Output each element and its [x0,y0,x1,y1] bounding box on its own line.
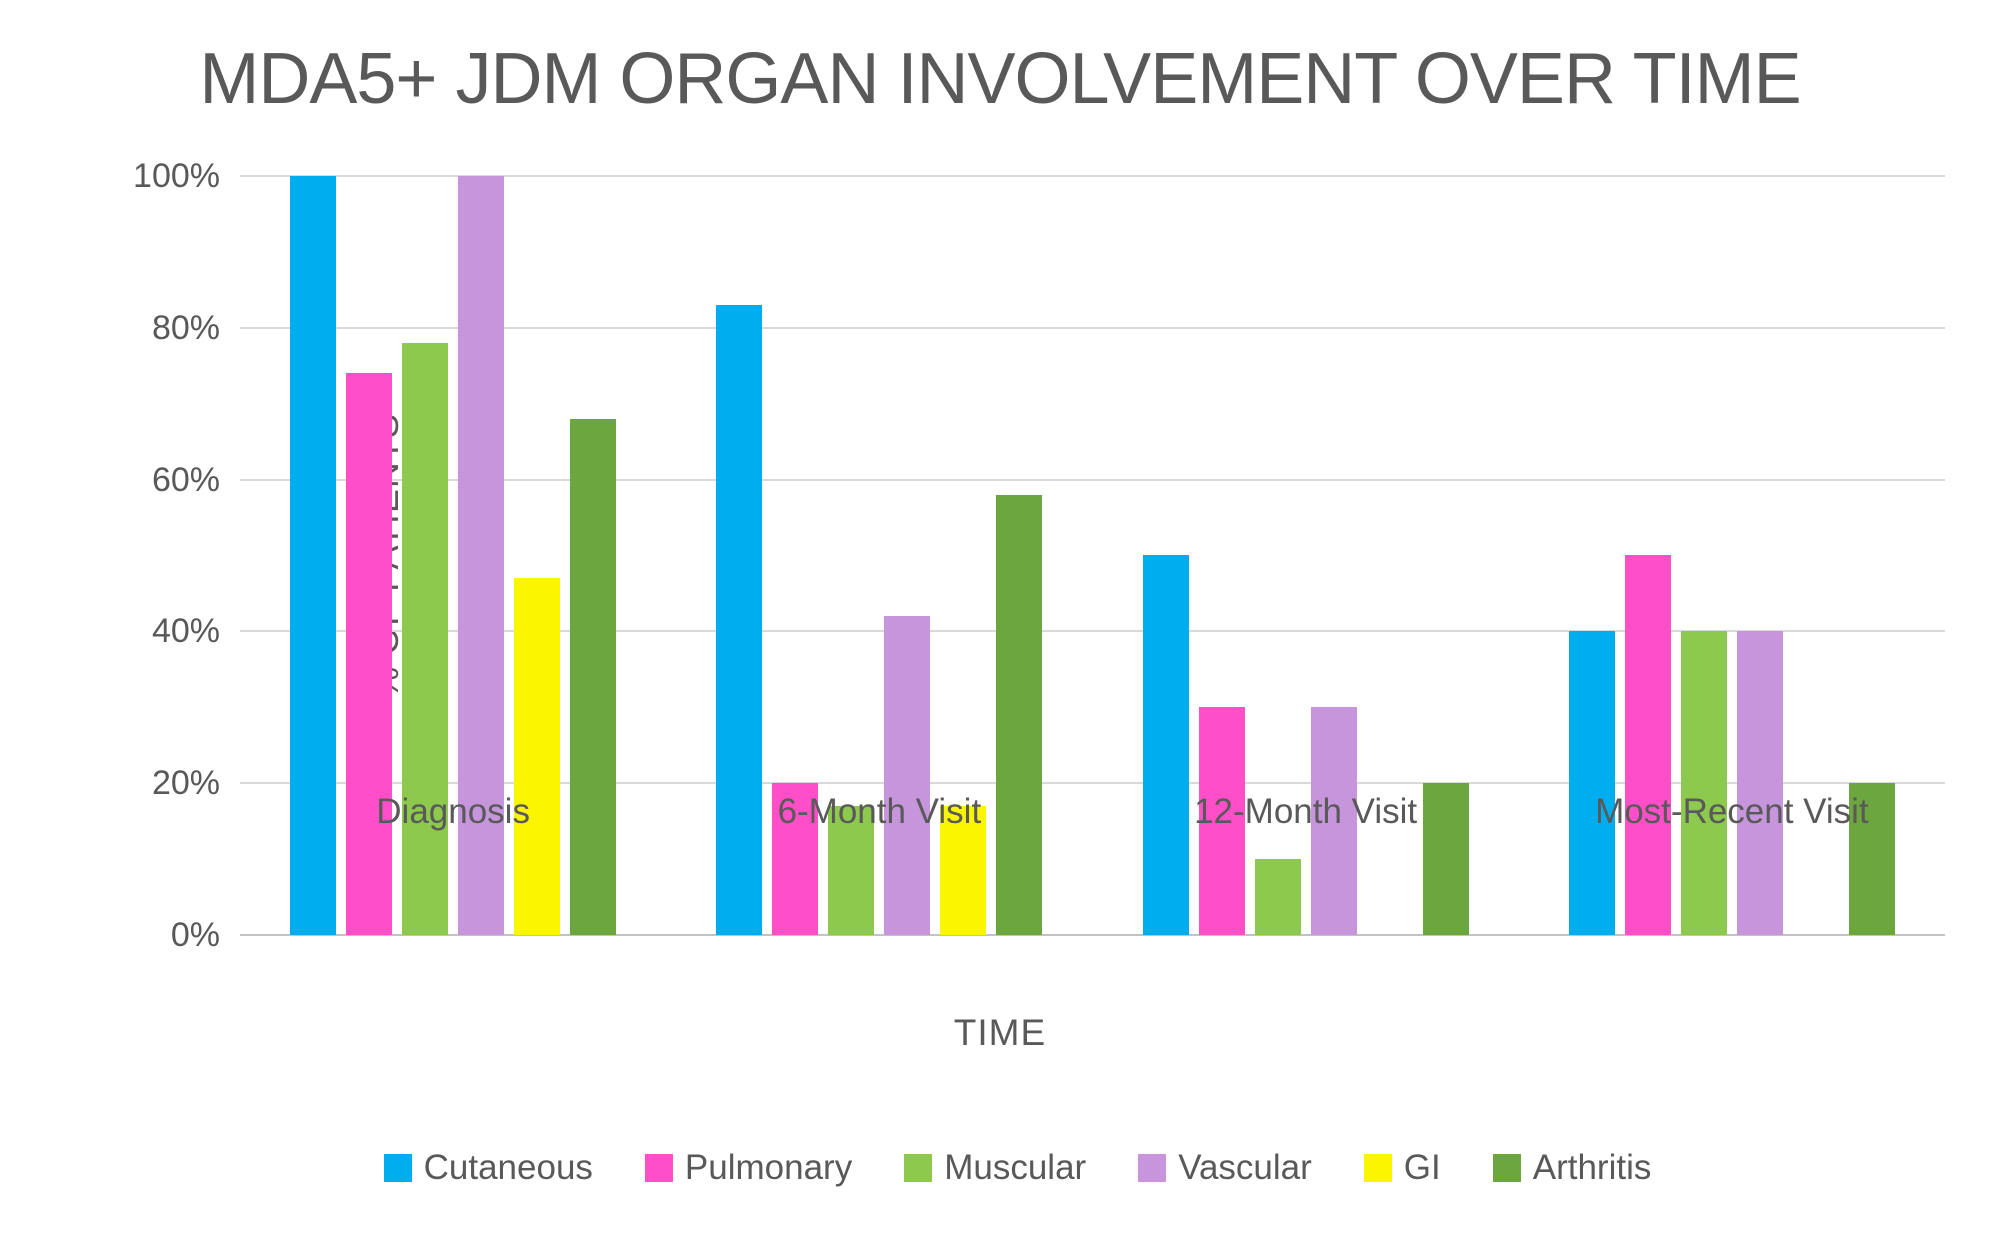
gridline-100 [240,175,1945,177]
x-axis-tick-label: Diagnosis [376,792,530,831]
bar-muscular-12-month-visit [1255,859,1301,935]
x-axis-tick-label: Most-Recent Visit [1595,792,1869,831]
legend-swatch-icon [383,1154,412,1182]
bar-gi-6-month-visit [940,806,986,935]
bar-arthritis-12-month-visit [1423,783,1469,935]
legend-item-pulmonary: Pulmonary [644,1148,853,1188]
bar-pulmonary-most-recent-visit [1625,555,1671,935]
legend-swatch-icon [904,1154,933,1182]
bar-arthritis-most-recent-visit [1849,783,1895,935]
legend-swatch-icon [1363,1154,1392,1182]
gridline-40 [240,630,1945,633]
x-axis-line [240,934,1945,936]
gridline-80 [240,326,1945,329]
bar-gi-diagnosis [514,578,560,935]
x-axis-tick-label: 12-Month Visit [1194,792,1418,831]
bar-muscular-diagnosis [402,343,448,935]
legend-label: Vascular [1178,1148,1312,1187]
legend-label: GI [1403,1148,1441,1187]
bar-cutaneous-most-recent-visit [1569,631,1615,935]
x-axis-title: TIME [953,1012,1047,1053]
legend-swatch-icon [644,1154,673,1182]
legend-item-muscular: Muscular [904,1148,1086,1188]
y-axis-tick-label: 20% [151,764,220,803]
bar-pulmonary-6-month-visit [772,783,818,935]
y-axis-tick-label: 0% [170,916,220,954]
bar-cutaneous-12-month-visit [1143,555,1189,935]
legend: Cutaneous Pulmonary Muscular Vascular GI Arth… [90,1148,1945,1188]
legend-label: Muscular [944,1148,1087,1187]
legend-item-arthritis: Arthritis [1492,1148,1652,1188]
bar-arthritis-diagnosis [570,419,616,935]
legend-item-gi: GI [1363,1148,1441,1188]
legend-item-cutaneous: Cutaneous [383,1148,593,1188]
gridline-20 [240,782,1945,785]
legend-swatch-icon [1138,1154,1167,1182]
bar-arthritis-6-month-visit [996,495,1042,935]
y-axis-tick-label: 60% [151,460,220,499]
legend-label: Cutaneous [423,1148,593,1187]
bar-pulmonary-diagnosis [346,373,392,935]
bar-cutaneous-6-month-visit [716,305,762,935]
gridline-60 [240,478,1945,481]
plot-area: % OF PATIENTS [240,175,1945,936]
y-axis-tick-label: 100% [133,157,220,195]
legend-label: Pulmonary [684,1148,853,1187]
bar-vascular-most-recent-visit [1737,631,1783,935]
legend-swatch-icon [1492,1154,1521,1182]
legend-label: Arthritis [1532,1148,1652,1187]
chart-title: MDA5+ JDM ORGAN INVOLVEMENT OVER TIME [199,39,1801,119]
bar-pulmonary-12-month-visit [1199,707,1245,935]
bar-muscular-6-month-visit [828,806,874,935]
legend-item-vascular: Vascular [1138,1148,1312,1188]
y-axis-tick-label: 80% [151,308,220,347]
bar-vascular-6-month-visit [884,616,930,935]
bar-vascular-diagnosis [458,176,504,935]
bar-muscular-most-recent-visit [1681,631,1727,935]
bar-vascular-12-month-visit [1311,707,1357,935]
x-axis-tick-label: 6-Month Visit [777,792,982,831]
y-axis-tick-label: 40% [151,612,220,651]
bar-cutaneous-diagnosis [290,176,336,935]
